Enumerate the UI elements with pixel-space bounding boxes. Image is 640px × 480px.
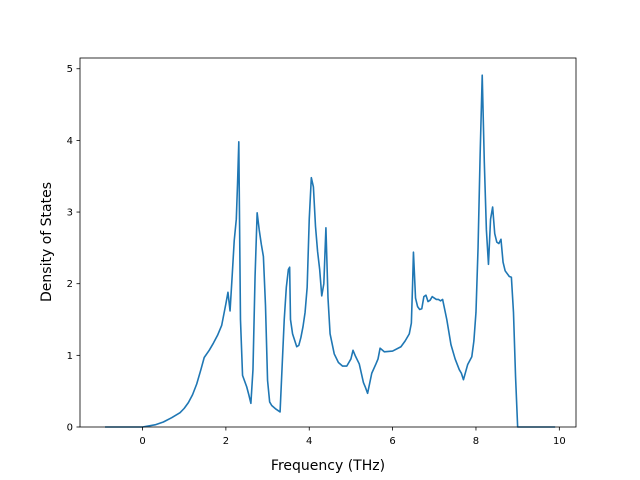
y-tick-label: 1 — [67, 351, 73, 362]
x-axis-label: Frequency (THz) — [271, 458, 385, 474]
x-tick-label: 4 — [306, 436, 312, 447]
dos-series-line — [105, 74, 556, 428]
y-tick-label: 3 — [67, 208, 73, 219]
x-tick-label: 6 — [389, 436, 395, 447]
x-tick-label: 0 — [139, 436, 145, 447]
x-tick-label: 8 — [473, 436, 479, 447]
x-tick-label: 2 — [223, 436, 229, 447]
y-tick-label: 5 — [67, 64, 73, 75]
y-tick-label: 0 — [67, 423, 73, 434]
plot-area — [105, 74, 556, 428]
y-axis-ticks: 0 1 2 3 4 5 — [67, 64, 80, 434]
x-tick-label: 10 — [553, 436, 566, 447]
x-axis-ticks: 0 2 4 6 8 10 — [139, 427, 566, 447]
axes-frame — [79, 57, 577, 428]
y-axis-label: Density of States — [39, 182, 55, 302]
y-tick-label: 4 — [67, 136, 73, 147]
y-tick-label: 2 — [67, 279, 73, 290]
